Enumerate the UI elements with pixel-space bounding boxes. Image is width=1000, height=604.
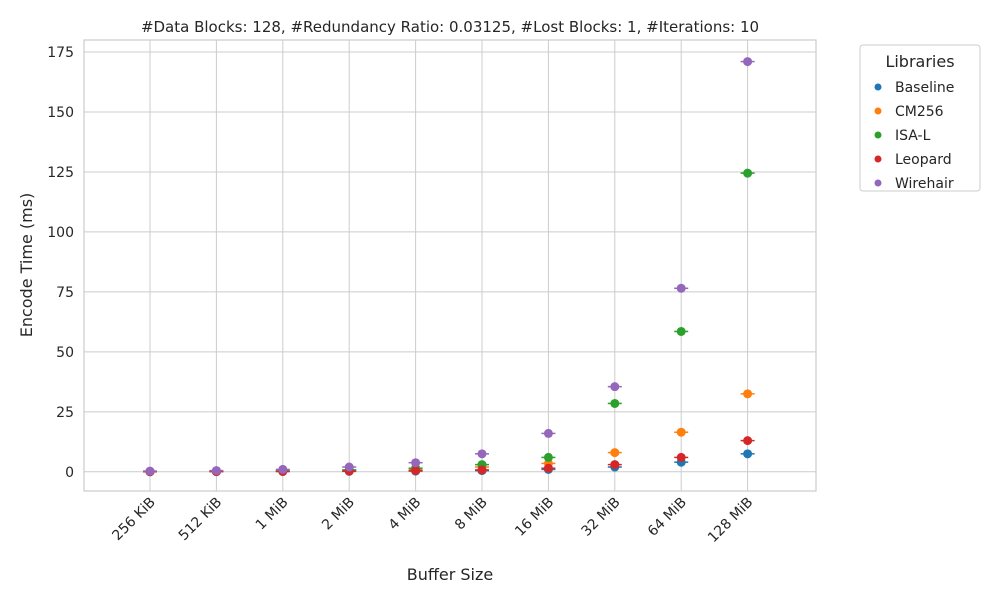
data-point-leopard: [743, 436, 753, 446]
legend-frame: [859, 44, 981, 192]
chart-title: #Data Blocks: 128, #Redundancy Ratio: 0.…: [141, 18, 759, 36]
data-point-leopard: [411, 466, 421, 476]
x-tick-label: 16 MiB: [512, 495, 557, 540]
data-point-isa-l: [610, 398, 620, 408]
x-tick-label: 512 KiB: [176, 495, 225, 544]
data-point-baseline: [743, 449, 753, 459]
data-point-wirehair: [743, 57, 753, 67]
x-tick-label: 128 MiB: [705, 495, 756, 546]
data-point-cm256: [610, 448, 620, 458]
data-point-wirehair: [543, 428, 553, 438]
data-point-wirehair: [411, 458, 421, 468]
data-point-wirehair: [477, 449, 487, 459]
x-tick-label: 64 MiB: [645, 495, 690, 540]
x-tick-label: 2 MiB: [319, 495, 358, 534]
legend-label: CM256: [895, 104, 944, 120]
legend-label: Baseline: [895, 80, 954, 96]
legend-title: Libraries: [885, 52, 954, 71]
data-point-isa-l: [743, 168, 753, 178]
legend-label: ISA-L: [895, 128, 931, 144]
data-point-wirehair: [344, 462, 354, 472]
data-point-cm256: [743, 389, 753, 399]
y-tick-label: 0: [65, 465, 74, 481]
y-tick-label: 150: [47, 105, 74, 121]
y-axis-label: Encode Time (ms): [17, 193, 36, 338]
x-tick-label: 4 MiB: [386, 495, 425, 534]
data-point-leopard: [543, 463, 553, 473]
legend-marker: [874, 107, 882, 115]
x-tick-label: 8 MiB: [452, 495, 491, 534]
legend-marker: [874, 155, 882, 163]
data-point-wirehair: [278, 464, 288, 474]
legend-marker: [874, 83, 882, 91]
y-tick-label: 125: [47, 165, 74, 181]
data-point-isa-l: [543, 452, 553, 462]
legend-marker: [874, 131, 882, 139]
gridlines: [84, 40, 816, 491]
y-tick-label: 25: [56, 405, 74, 421]
y-tick-label: 50: [56, 345, 74, 361]
data-point-cm256: [676, 427, 686, 437]
x-axis-label: Buffer Size: [407, 565, 494, 584]
legend-label: Leopard: [895, 152, 952, 168]
legend: Libraries Baseline CM256 ISA-L Leopard Wireh…: [859, 44, 981, 192]
y-tick-label: 175: [47, 45, 74, 61]
data-point-leopard: [676, 452, 686, 462]
data-point-wirehair: [676, 283, 686, 293]
x-tick-labels: 256 KiB 512 KiB 1 MiB 2 MiB 4 MiB 8 MiB 16 MiB…: [109, 495, 756, 546]
data-point-wirehair: [610, 382, 620, 392]
x-tick-label: 32 MiB: [578, 495, 623, 540]
legend-marker: [874, 179, 882, 187]
plot-frame: [83, 39, 817, 492]
data-points: [143, 57, 755, 477]
y-tick-label: 100: [47, 225, 74, 241]
y-tick-labels: 0 25 50 75 100 125 150 175: [47, 45, 74, 481]
legend-items: Baseline CM256 ISA-L Leopard Wirehair: [874, 80, 954, 192]
x-tick-label: 1 MiB: [253, 495, 292, 534]
legend-label: Wirehair: [895, 176, 954, 192]
data-point-wirehair: [145, 466, 155, 476]
data-point-isa-l: [676, 326, 686, 336]
data-point-wirehair: [211, 466, 221, 476]
data-point-leopard: [610, 460, 620, 470]
data-point-leopard: [477, 465, 487, 475]
y-tick-label: 75: [56, 285, 74, 301]
x-tick-label: 256 KiB: [109, 495, 158, 544]
